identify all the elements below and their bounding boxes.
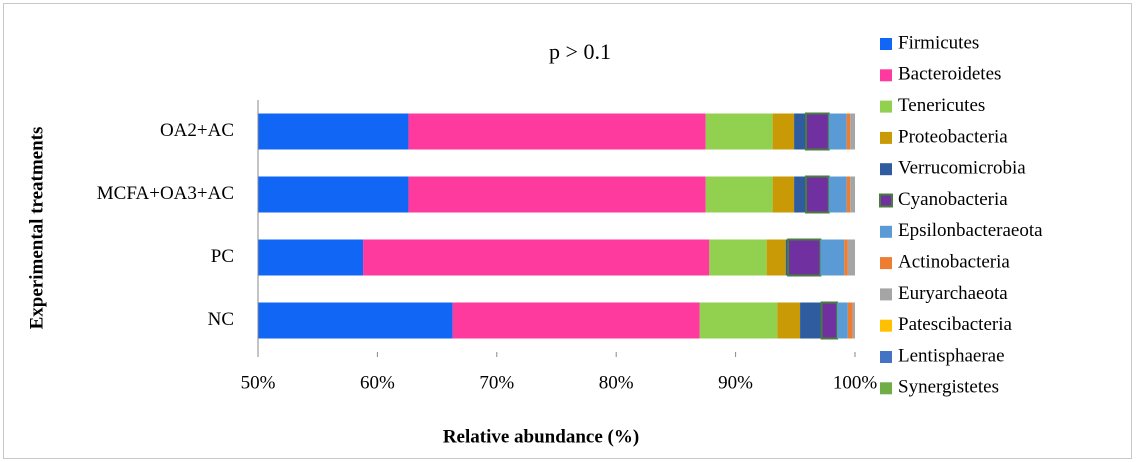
y-tick-label: MCFA+OA3+AC [97, 183, 234, 204]
legend-swatch [880, 351, 892, 363]
bar-segment [787, 238, 822, 277]
chart-border [3, 3, 1132, 459]
bar-segment [709, 239, 767, 276]
chart-title: p > 0.1 [549, 39, 611, 64]
bar-segment [258, 302, 453, 339]
bar-segment [794, 113, 807, 150]
bar-segment [820, 239, 845, 276]
bar-segment [785, 239, 789, 276]
legend-label: Patescibacteria [898, 314, 1013, 335]
legend-label: Firmicutes [898, 32, 979, 53]
bar-segment [820, 301, 839, 340]
bar-segment [766, 239, 786, 276]
bar-segment [844, 239, 848, 276]
legend-swatch [880, 38, 892, 50]
x-tick-label: 50% [241, 372, 276, 393]
bar-segment [850, 176, 855, 213]
legend-label: Proteobacteria [898, 126, 1008, 147]
bar-segment [258, 113, 409, 150]
bar-segment [452, 302, 700, 339]
bar-segment [828, 176, 847, 213]
legend-swatch [880, 163, 892, 176]
legend-swatch [880, 69, 892, 82]
y-tick-label: NC [208, 309, 234, 330]
x-tick-label: 70% [479, 372, 514, 393]
bar-segment [800, 302, 822, 339]
bar-segment [847, 302, 853, 339]
legend-swatch [880, 257, 892, 270]
bar-segment [408, 176, 706, 213]
bar-segment [772, 113, 795, 150]
bar-segment [852, 302, 855, 339]
bar-segment [258, 239, 364, 276]
y-tick-label: PC [211, 246, 234, 267]
legend-label: Cyanobacteria [898, 189, 1008, 210]
legend-label: Actinobacteria [898, 251, 1010, 272]
bar-segment [705, 113, 773, 150]
legend-swatch [880, 131, 892, 144]
bar-segment [408, 113, 706, 150]
x-tick-label: 90% [718, 372, 753, 393]
legend-swatch [880, 100, 892, 113]
legend-label: Verrucomicrobia [898, 158, 1026, 179]
x-tick-label: 100% [833, 372, 878, 393]
bar-segment [805, 175, 830, 214]
bar-segment [258, 176, 409, 213]
bar-segment [837, 302, 848, 339]
legend-swatch [880, 319, 892, 332]
legend-label: Euryarchaeota [898, 283, 1008, 304]
legend-swatch [880, 288, 892, 301]
bar-segment [850, 113, 855, 150]
legend-label: Bacteroidetes [898, 64, 1001, 85]
legend-swatch [880, 225, 892, 238]
legend-swatch [880, 382, 892, 395]
bar-segment [699, 302, 778, 339]
bar-segment [705, 176, 773, 213]
legend-label: Epsilonbacteraeota [898, 220, 1043, 241]
bars [258, 112, 855, 340]
x-axis-title: Relative abundance (%) [443, 426, 639, 447]
bar-segment [846, 113, 851, 150]
bar-segment [777, 302, 801, 339]
bar-segment [847, 239, 855, 276]
bar-segment [846, 176, 851, 213]
y-axis-title: Experimental treatments [26, 127, 47, 330]
bar-segment [794, 176, 807, 213]
bar-segment [363, 239, 710, 276]
x-tick-label: 80% [599, 372, 634, 393]
legend-label: Lentisphaerae [898, 345, 1005, 366]
x-tick-label: 60% [360, 372, 395, 393]
bar-segment [805, 112, 830, 151]
y-tick-label: OA2+AC [160, 120, 234, 141]
legend-label: Synergistetes [898, 377, 999, 398]
legend-label: Tenericutes [898, 95, 985, 116]
legend-swatch [879, 193, 893, 208]
bar-segment [828, 113, 847, 150]
bar-segment [772, 176, 795, 213]
